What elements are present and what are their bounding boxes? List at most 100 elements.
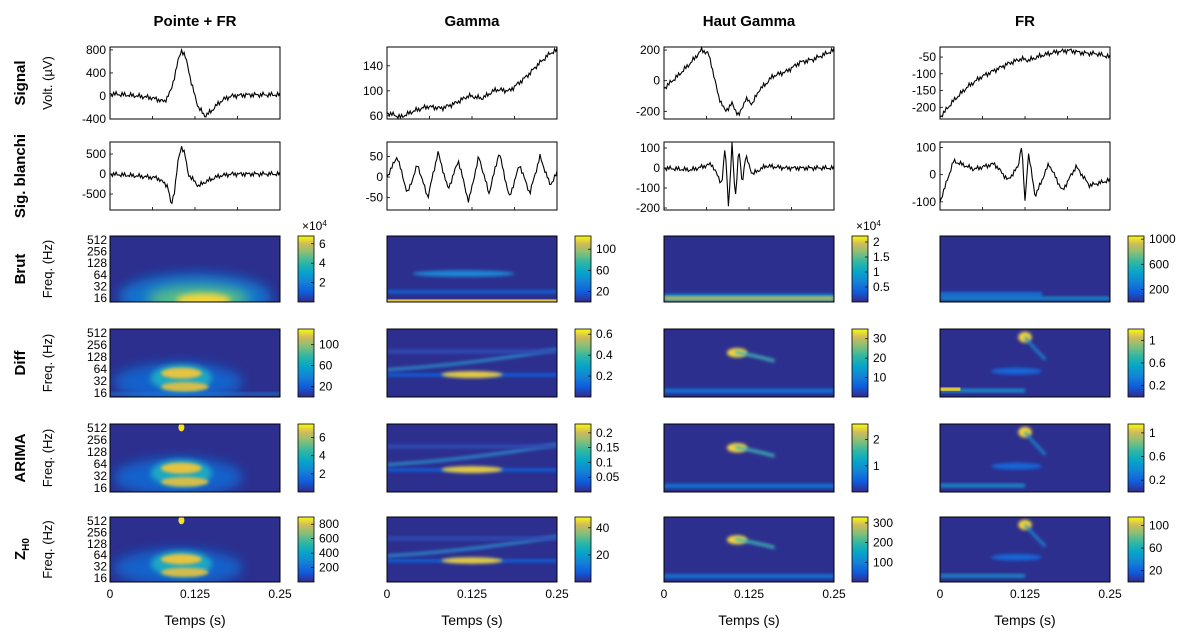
row-label-4: ARIMA [12,433,29,482]
colorbar-tick-label: 100 [873,555,893,569]
y-tick-label: 800 [86,43,106,57]
column-title-2: Haut Gamma [703,13,796,30]
band [387,536,557,541]
line-chart-Signal-FR: -50 -100 -150 -200 [912,46,1111,120]
colorbar [574,516,592,583]
y-tick-label: 400 [86,66,106,80]
blob [991,462,1042,470]
band [441,557,503,564]
freq-tick-label: 64 [94,457,108,471]
colorbar-tick-label: 10 [873,371,887,385]
colorbar-tick-label: 0.2 [1149,379,1166,393]
band [387,349,557,354]
freq-tick-label: 512 [87,514,107,528]
colorbar-tick-label: 20 [319,380,333,394]
y-tick-label: -100 [912,67,936,81]
colorbar-exponent: ×104 [856,219,881,233]
heatmap-Brut-Haut Gamma: 21.510.5 ×104 [663,219,890,303]
colorbar-tick-label: 2 [873,235,880,249]
y-tick-label: -500 [82,187,106,201]
ylabel-row-0: Volt. (µV) [40,56,55,110]
heatmap-content [664,348,834,393]
heatmap-background [664,236,834,302]
colorbar-tick-label: 40 [596,521,610,535]
heatmap-content [113,517,243,582]
plot-frame [109,235,281,303]
x-tick-label: 0.25 [1098,587,1122,601]
band [387,290,557,294]
colorbar-tick-label: 1 [1149,333,1156,347]
x-tick-label: 0.125 [457,587,487,601]
ylabel-row-4: Freq. (Hz) [40,429,55,488]
x-tick-label: 0 [107,587,114,601]
x-axis-label: Temps (s) [441,612,502,628]
freq-tick-label: 16 [94,291,108,305]
y-tick-label: -100 [636,181,660,195]
spike [178,517,185,525]
colorbar-tick-label: 1 [873,459,880,473]
colorbar-tick-label: 0.6 [596,327,613,341]
freq-tick-label: 32 [94,469,108,483]
y-tick-label: 0 [929,168,936,182]
colorbar-tick-label: 100 [1149,518,1169,532]
x-tick-label: 0 [661,587,668,601]
signal-line [109,47,281,118]
heatmap-background [664,517,834,582]
colorbar-tick-label: 0.4 [596,348,613,362]
blob [991,554,1042,561]
heatmap-content [110,363,280,397]
x-tick-label: 0 [937,587,944,601]
heatmap-ARIMA-Pointe + FR: 512256128643216642 [87,421,326,495]
colorbar [851,516,869,583]
freq-tick-label: 64 [94,548,108,562]
heatmap-content [940,426,1047,488]
colorbar-tick-label: 4 [319,449,326,463]
signal-line [663,142,835,207]
band [664,483,834,488]
colorbar-tick-label: 0.2 [1149,473,1166,487]
heatmap-Diff-Gamma: 0.6 0.4 0.2 [386,327,613,398]
heatmap-background [940,236,1110,302]
row-label-3: Diff [12,350,29,376]
plot-frame [663,328,835,398]
plot-frame [663,235,835,303]
freq-tick-label: 32 [94,279,108,293]
colorbar-tick-label: 0.5 [873,280,890,294]
heatmap-Z-Haut Gamma: 300 200 100 [663,516,893,583]
x-tick-label: 0 [384,587,391,601]
row-label-text: Brut [12,254,29,285]
heatmap-content [940,519,1047,578]
y-tick-label: -50 [919,50,937,64]
freq-tick-label: 512 [87,233,107,247]
y-tick-label: 0 [99,167,106,181]
row-label-text: Signal [12,60,29,105]
signal-line [109,146,281,205]
y-tick-label: 50 [370,149,384,163]
plot-frame [939,423,1111,493]
colorbar-tick-label: 200 [1149,282,1169,296]
y-tick-label: 100 [640,141,660,155]
plot-frame [386,46,558,120]
colorbar-tick-label: 0.6 [1149,450,1166,464]
y-tick-label: 200 [640,43,660,57]
colorbar [297,423,315,493]
y-tick-label: 100 [916,140,936,154]
heatmap-content [664,443,834,488]
band [940,387,961,391]
row-label-2: Brut [12,254,29,285]
y-tick-label: -200 [636,104,660,118]
ridge [1024,523,1047,548]
y-tick-label: 140 [363,59,383,73]
plot-frame [939,516,1111,583]
band [940,296,1110,301]
heatmap-content [387,270,557,302]
freq-tick-label: 16 [94,571,108,585]
freq-tick-label: 256 [87,338,107,352]
y-tick-label: -150 [912,84,936,98]
colorbar-tick-label: 0.2 [596,369,613,383]
heatmap-content [387,348,557,378]
plot-frame [939,328,1111,398]
plot-frame [109,516,281,583]
y-tick-label: 0 [653,74,660,88]
